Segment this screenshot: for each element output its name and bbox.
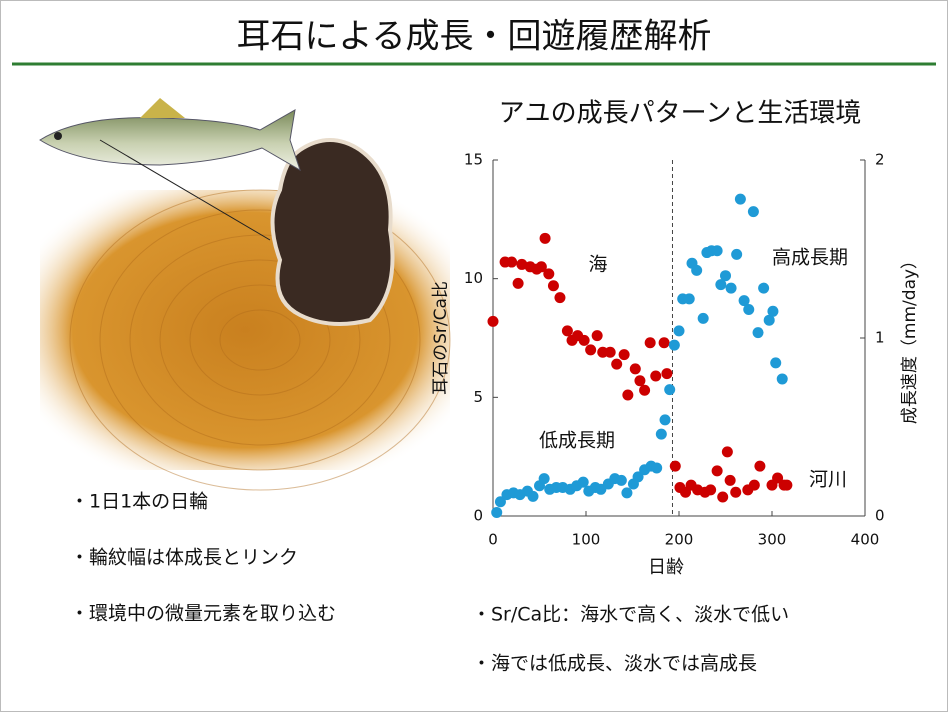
point	[664, 384, 676, 396]
x-axis-label: 日齢	[648, 557, 684, 578]
point	[621, 487, 633, 499]
y2-tick-label: 0	[875, 507, 885, 525]
point	[539, 232, 551, 244]
point	[634, 375, 646, 387]
fish	[39, 98, 301, 241]
point	[506, 256, 518, 268]
point	[781, 479, 793, 491]
point	[717, 491, 729, 503]
point	[615, 474, 627, 486]
point	[604, 346, 616, 358]
point	[721, 446, 733, 458]
bullet: ・1日1本の日輪	[70, 491, 208, 513]
point	[705, 484, 717, 496]
point	[738, 295, 750, 307]
point	[743, 304, 755, 316]
point	[644, 337, 656, 349]
x-tick-label: 100	[572, 531, 601, 549]
point	[715, 279, 727, 291]
point	[668, 339, 680, 351]
y-axis-label: 耳石のSr/Ca比	[431, 281, 451, 395]
y-tick-label: 5	[473, 388, 483, 406]
bullet: ・海では低成長、淡水では高成長	[472, 653, 757, 675]
point	[611, 358, 623, 370]
point	[725, 282, 737, 294]
point	[770, 357, 782, 369]
point	[585, 344, 597, 356]
otolith-photo	[40, 138, 451, 491]
y-tick-label: 0	[473, 507, 483, 525]
point	[697, 312, 709, 324]
point	[538, 473, 550, 485]
point	[554, 292, 566, 304]
chart-title: アユの成長パターンと生活環境	[499, 99, 862, 129]
point	[720, 270, 731, 282]
point	[724, 474, 736, 486]
x-tick-label: 400	[851, 531, 880, 549]
annotation: 河川	[809, 469, 847, 491]
point	[494, 496, 506, 508]
annotation: 海	[588, 254, 607, 276]
point	[691, 264, 703, 276]
point	[669, 460, 681, 472]
x-tick-label: 0	[488, 531, 498, 549]
y-tick-label: 10	[464, 269, 483, 287]
point	[748, 479, 760, 491]
point	[650, 370, 662, 382]
point	[535, 261, 547, 273]
point	[543, 268, 555, 280]
point	[730, 486, 742, 498]
point	[711, 245, 723, 257]
y2-tick-label: 2	[875, 151, 885, 169]
point	[639, 384, 651, 396]
point	[658, 337, 670, 349]
point	[491, 506, 503, 518]
y2-tick-label: 1	[875, 329, 885, 347]
point	[776, 373, 788, 385]
point	[659, 414, 671, 426]
y2-axis-label: 成長速度（mm/day）	[900, 252, 920, 424]
point	[731, 248, 743, 260]
annotation: 低成長期	[539, 430, 615, 452]
slide-title: 耳石による成長・回遊履歴解析	[237, 17, 712, 57]
point	[772, 472, 784, 484]
point	[734, 193, 746, 205]
point	[763, 314, 775, 326]
point	[577, 476, 589, 488]
point	[487, 315, 499, 327]
point	[767, 305, 779, 317]
point	[527, 490, 539, 502]
point	[561, 325, 573, 337]
point	[622, 389, 634, 401]
y-tick-label: 15	[464, 151, 483, 169]
point	[754, 460, 766, 472]
point	[752, 327, 764, 339]
point	[683, 293, 695, 305]
point	[578, 334, 590, 346]
point	[747, 206, 759, 218]
point	[655, 428, 667, 440]
point	[512, 277, 524, 289]
point	[632, 471, 644, 483]
point	[547, 280, 559, 292]
point	[618, 349, 630, 361]
bullet: ・Sr/Ca比：海水で高く、淡水で低い	[472, 604, 789, 626]
point	[651, 462, 663, 474]
x-tick-label: 300	[758, 531, 787, 549]
bullet: ・環境中の微量元素を取り込む	[70, 603, 336, 625]
point	[516, 258, 528, 270]
point	[673, 325, 685, 337]
bullet: ・輪紋幅は体成長とリンク	[70, 547, 298, 569]
point	[711, 465, 723, 477]
x-tick-label: 200	[665, 531, 694, 549]
point	[661, 368, 673, 380]
point	[591, 330, 603, 342]
point	[629, 363, 641, 375]
annotation: 高成長期	[772, 247, 848, 269]
point	[758, 282, 770, 294]
